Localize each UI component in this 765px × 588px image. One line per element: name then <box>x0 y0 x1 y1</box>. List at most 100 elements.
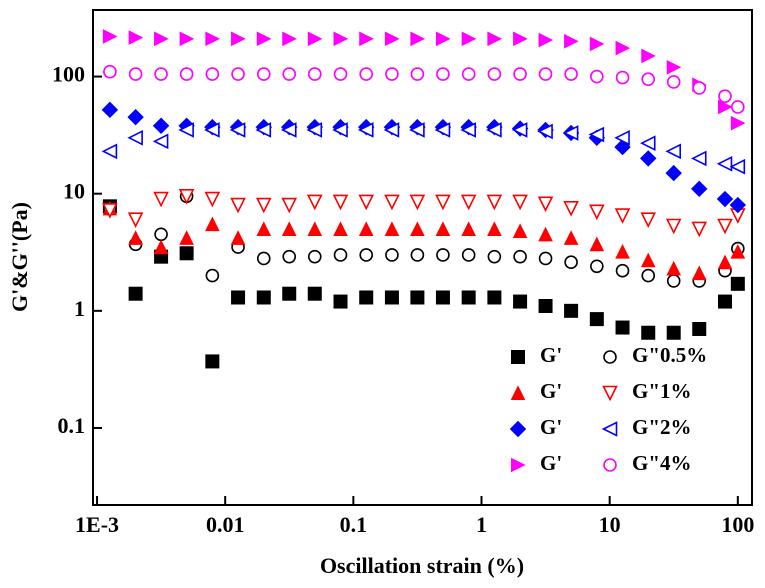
marker <box>666 75 681 89</box>
marker <box>357 122 374 138</box>
marker <box>513 249 527 264</box>
marker <box>231 67 245 81</box>
marker <box>179 31 195 47</box>
legend-label: G' <box>540 415 562 439</box>
marker <box>229 122 246 138</box>
marker <box>128 286 143 301</box>
marker <box>641 72 656 86</box>
marker <box>731 100 745 114</box>
marker <box>385 67 399 81</box>
marker <box>409 194 426 211</box>
marker <box>615 244 630 259</box>
legend-marker <box>510 385 526 400</box>
legend-label: G"2% <box>632 415 692 439</box>
marker <box>460 122 476 138</box>
marker <box>615 263 630 278</box>
legend-marker <box>603 350 617 364</box>
marker <box>717 99 733 115</box>
marker <box>306 122 323 138</box>
marker <box>639 135 656 151</box>
marker <box>384 31 400 47</box>
marker <box>359 67 374 81</box>
marker <box>256 31 272 47</box>
marker <box>588 126 605 143</box>
marker <box>102 203 118 219</box>
marker <box>641 48 656 64</box>
legend-label: G"4% <box>632 451 692 475</box>
legend-label: G' <box>540 379 562 403</box>
marker <box>103 64 117 79</box>
marker <box>537 196 554 213</box>
y-axis-label: G'&G''(Pa) <box>7 202 32 312</box>
y-tick-label: 100 <box>52 62 85 87</box>
x-tick-label: 0.01 <box>206 512 245 537</box>
marker <box>564 33 579 49</box>
marker <box>486 122 502 138</box>
marker <box>538 251 553 266</box>
legend-label: G"0.5% <box>632 343 707 367</box>
marker <box>281 221 297 236</box>
legend-label: G' <box>540 451 562 475</box>
marker <box>204 191 221 208</box>
marker <box>333 221 348 236</box>
marker <box>383 122 400 138</box>
marker <box>730 115 746 131</box>
marker <box>280 122 297 138</box>
marker <box>307 31 323 47</box>
marker <box>487 290 502 305</box>
marker <box>691 265 707 281</box>
marker <box>564 67 578 81</box>
marker <box>205 268 220 283</box>
marker <box>691 221 708 238</box>
marker <box>127 108 144 126</box>
marker <box>205 216 220 232</box>
marker <box>640 150 657 167</box>
marker <box>461 67 476 81</box>
marker <box>333 67 348 81</box>
marker <box>154 31 169 47</box>
marker <box>730 244 746 259</box>
marker <box>434 122 451 138</box>
marker <box>410 221 425 236</box>
marker <box>512 194 528 211</box>
x-tick-label: 100 <box>721 512 754 537</box>
marker <box>615 70 630 85</box>
marker <box>590 69 604 84</box>
marker <box>179 67 194 81</box>
x-axis-label: Oscillation strain (%) <box>320 553 524 578</box>
marker <box>487 221 502 236</box>
marker <box>590 259 604 274</box>
marker <box>615 320 630 335</box>
marker <box>231 290 246 305</box>
marker <box>436 248 450 262</box>
marker <box>538 32 554 48</box>
marker <box>435 221 451 236</box>
plot-frame <box>92 9 753 506</box>
marker <box>640 212 657 228</box>
marker <box>256 67 271 81</box>
legend-marker <box>601 421 618 437</box>
marker <box>127 212 144 228</box>
marker <box>717 254 733 270</box>
legend-marker <box>603 458 617 472</box>
marker <box>729 196 747 214</box>
marker <box>538 226 553 242</box>
marker <box>332 122 348 138</box>
y-tick-label: 10 <box>63 179 85 204</box>
marker <box>307 221 323 236</box>
marker <box>436 67 450 81</box>
marker <box>101 143 118 160</box>
marker <box>538 67 553 81</box>
marker <box>358 194 375 211</box>
marker <box>692 321 707 336</box>
marker <box>152 117 170 134</box>
y-tick-label: 1 <box>74 296 85 321</box>
marker <box>460 194 477 211</box>
marker <box>178 189 195 205</box>
marker <box>564 303 579 318</box>
marker <box>179 230 194 245</box>
marker <box>102 29 118 44</box>
marker <box>614 130 630 146</box>
marker <box>730 276 745 291</box>
legend-marker <box>602 385 618 402</box>
